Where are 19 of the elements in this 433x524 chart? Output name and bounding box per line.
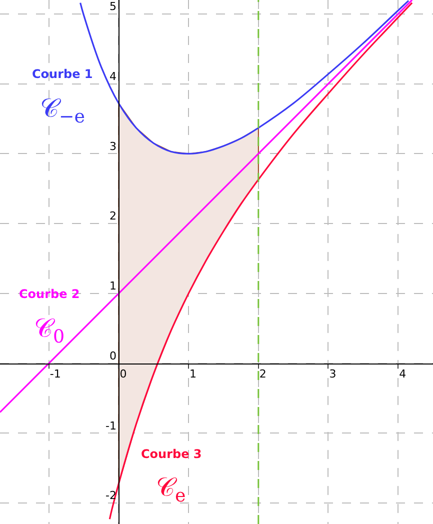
y-tick-label: 1 xyxy=(110,280,117,293)
annotation: 𝒞$_{e}$ xyxy=(156,473,186,506)
series-label: Courbe 3 xyxy=(141,447,202,461)
y-tick-label: 3 xyxy=(110,140,117,153)
x-tick-label: 1 xyxy=(190,368,197,381)
y-tick-label: 0 xyxy=(110,349,117,362)
x-tick-label: 3 xyxy=(329,368,336,381)
y-tick-label: -1 xyxy=(106,419,117,432)
y-tick-label: 2 xyxy=(110,210,117,223)
x-tick-label: 0 xyxy=(120,368,127,381)
x-tick-label: 4 xyxy=(399,368,406,381)
x-tick-label: -1 xyxy=(50,368,61,381)
series-label: Courbe 1 xyxy=(32,67,93,81)
annotation: 𝒞$_{0}$ xyxy=(34,314,65,348)
y-tick-label: 4 xyxy=(110,70,117,83)
annotation: 𝒞$_{−e}$ xyxy=(40,94,86,128)
y-tick-label: 5 xyxy=(110,0,117,14)
x-tick-label: 2 xyxy=(259,368,266,381)
series-label: Courbe 2 xyxy=(19,287,80,301)
